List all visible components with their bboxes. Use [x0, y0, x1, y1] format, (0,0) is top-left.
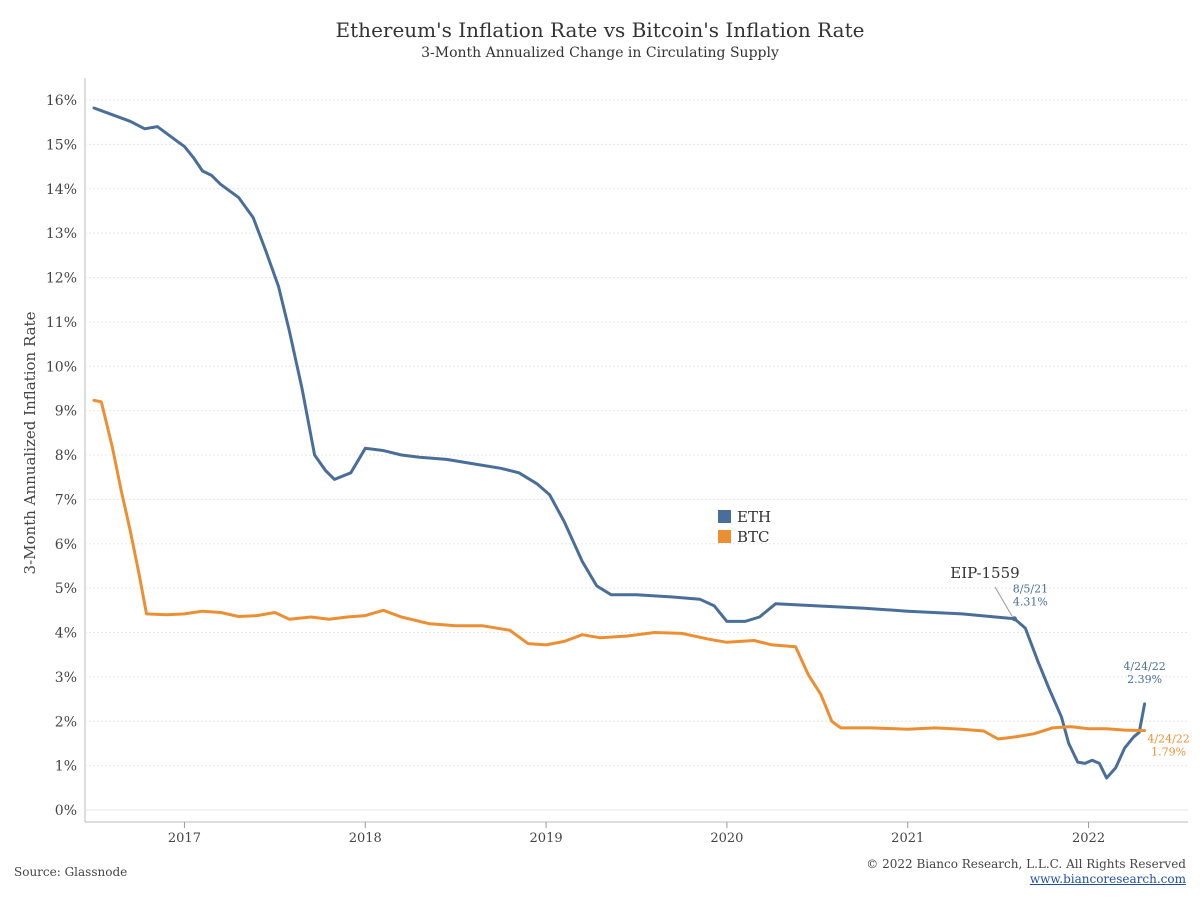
eip-1559-leader	[994, 586, 1013, 617]
annotation-date-eth: 8/5/21	[1013, 583, 1048, 596]
copyright: © 2022 Bianco Research, L.L.C. All Right…	[866, 857, 1186, 871]
y-tick-label: 15%	[46, 137, 77, 153]
y-tick-label: 7%	[55, 492, 77, 508]
y-axis: 0% 1% 2% 3% 4% 5% 6% 7% 8% 9% 10% 11% 12% 13% 14% 15% 16…	[46, 93, 77, 819]
y-tick-label: 1%	[55, 759, 77, 775]
x-axis: 2017 2018 2019 2020 2021 2022	[168, 822, 1105, 846]
annotation-value-eth: 4.31%	[1013, 596, 1048, 609]
y-tick-label: 10%	[46, 359, 77, 375]
legend: ETH BTC	[718, 508, 771, 546]
y-tick-label: 0%	[55, 803, 77, 819]
y-tick-label: 14%	[46, 182, 77, 198]
y-tick-label: 11%	[46, 315, 77, 331]
eip-1559-label: EIP-1559	[950, 564, 1019, 582]
x-tick-label: 2021	[891, 831, 924, 846]
annotation-value-btc: 1.79%	[1151, 746, 1186, 759]
x-tick-label: 2020	[710, 831, 743, 846]
x-tick-label: 2019	[530, 831, 563, 846]
y-tick-label: 3%	[55, 670, 77, 686]
grid	[84, 78, 1188, 823]
annotations: EIP-15598/5/214.31%4/24/222.39%4/24/221.…	[950, 564, 1190, 759]
series-lines	[92, 106, 1147, 780]
y-tick-label: 16%	[46, 93, 77, 109]
y-axis-label: 3-Month Annualized Inflation Rate	[21, 311, 39, 574]
annotation-value-eth: 2.39%	[1127, 673, 1162, 686]
series-line-eth	[92, 106, 1147, 780]
y-tick-label: 5%	[55, 581, 77, 597]
website-container: www.biancoresearch.com	[1030, 872, 1186, 886]
legend-label-btc: BTC	[737, 528, 770, 546]
x-tick-label: 2022	[1072, 831, 1105, 846]
y-tick-label: 9%	[55, 404, 77, 420]
source-note: Source: Glassnode	[14, 865, 128, 879]
legend-swatch-eth	[718, 510, 731, 523]
legend-swatch-btc	[718, 530, 731, 543]
y-tick-label: 8%	[55, 448, 77, 464]
series-line-btc	[92, 398, 1147, 741]
y-tick-label: 4%	[55, 626, 77, 642]
annotation-date-eth: 4/24/22	[1123, 660, 1165, 673]
eip-1559-marker	[1011, 616, 1017, 622]
annotation-date-btc: 4/24/22	[1147, 733, 1189, 746]
x-tick-label: 2018	[349, 831, 382, 846]
legend-label-eth: ETH	[737, 508, 771, 526]
y-tick-label: 6%	[55, 537, 77, 553]
x-tick-label: 2017	[168, 831, 201, 846]
chart-subtitle: 3-Month Annualized Change in Circulating…	[421, 45, 779, 61]
y-tick-label: 2%	[55, 714, 77, 730]
y-tick-label: 13%	[46, 226, 77, 242]
chart-title: Ethereum's Inflation Rate vs Bitcoin's I…	[336, 18, 865, 42]
y-tick-label: 12%	[46, 271, 77, 287]
website-link[interactable]: www.biancoresearch.com	[1029, 872, 1186, 886]
